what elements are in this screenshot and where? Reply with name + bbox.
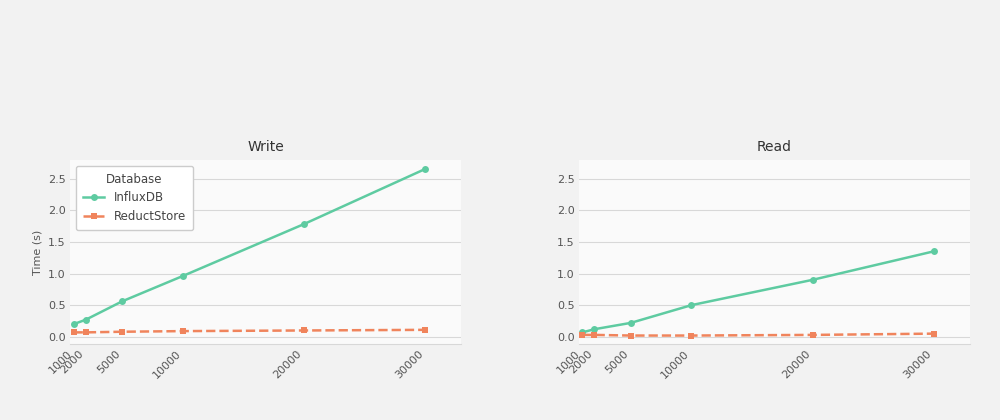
Y-axis label: Time (s): Time (s): [33, 229, 43, 275]
InfluxDB: [928, 249, 940, 254]
Line: ReductStore: ReductStore: [70, 326, 428, 336]
Legend: InfluxDB, ReductStore: InfluxDB, ReductStore: [76, 165, 193, 231]
InfluxDB: [419, 167, 431, 172]
ReductStore: [116, 329, 128, 334]
Line: ReductStore: ReductStore: [579, 330, 937, 339]
InfluxDB: [625, 320, 637, 326]
InfluxDB: [116, 299, 128, 304]
Line: InfluxDB: InfluxDB: [579, 248, 937, 336]
Title: Write: Write: [247, 140, 284, 154]
InfluxDB: [807, 277, 819, 282]
InfluxDB: [298, 222, 310, 227]
InfluxDB: [576, 330, 588, 335]
InfluxDB: [80, 317, 92, 322]
Line: InfluxDB: InfluxDB: [70, 165, 428, 328]
ReductStore: [807, 332, 819, 337]
ReductStore: [576, 332, 588, 337]
ReductStore: [928, 331, 940, 336]
ReductStore: [68, 330, 80, 335]
InfluxDB: [68, 322, 80, 327]
Title: Read: Read: [757, 140, 792, 154]
ReductStore: [588, 332, 600, 337]
InfluxDB: [588, 327, 600, 332]
ReductStore: [298, 328, 310, 333]
ReductStore: [80, 330, 92, 335]
InfluxDB: [177, 273, 189, 278]
ReductStore: [419, 327, 431, 332]
ReductStore: [685, 333, 697, 338]
ReductStore: [625, 333, 637, 338]
InfluxDB: [685, 303, 697, 308]
ReductStore: [177, 328, 189, 333]
